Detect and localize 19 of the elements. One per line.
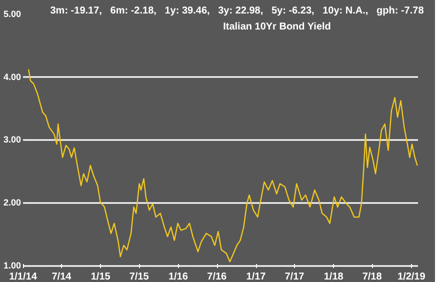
x-tick-label: 1/15 [90,272,111,282]
x-tick-label: 1/1/14 [9,272,38,282]
x-tick-label: 7/17 [284,272,305,282]
line-series [28,68,418,262]
chart-subtitle: 3m: -19.17, 6m: -2.18, 1y: 39.46, 3y: 22.98, 5y: -6.23, 10y: N.A., gph: -7.78 [50,6,424,16]
x-tick-label: 1/17 [246,272,266,282]
y-tick-label: 5.00 [3,9,21,19]
y-tick-label: 3.00 [3,134,21,145]
y-tick-label: 1.00 [3,260,21,270]
y-tick-label: 4.00 [3,72,21,82]
text: Italian 10Yr Bond Yield [223,22,331,32]
x-tick-label: 7/16 [207,272,228,282]
x-tick-label: 1/2/19 [398,272,426,282]
x-tick-label: 1/16 [168,272,188,282]
x-tick-label: 1/18 [324,272,344,282]
x-tick-label: 7/14 [52,272,72,282]
x-tick-label: 7/15 [129,272,150,282]
y-tick-label: 2.00 [3,198,21,208]
x-tick-label: 7/18 [362,272,382,282]
